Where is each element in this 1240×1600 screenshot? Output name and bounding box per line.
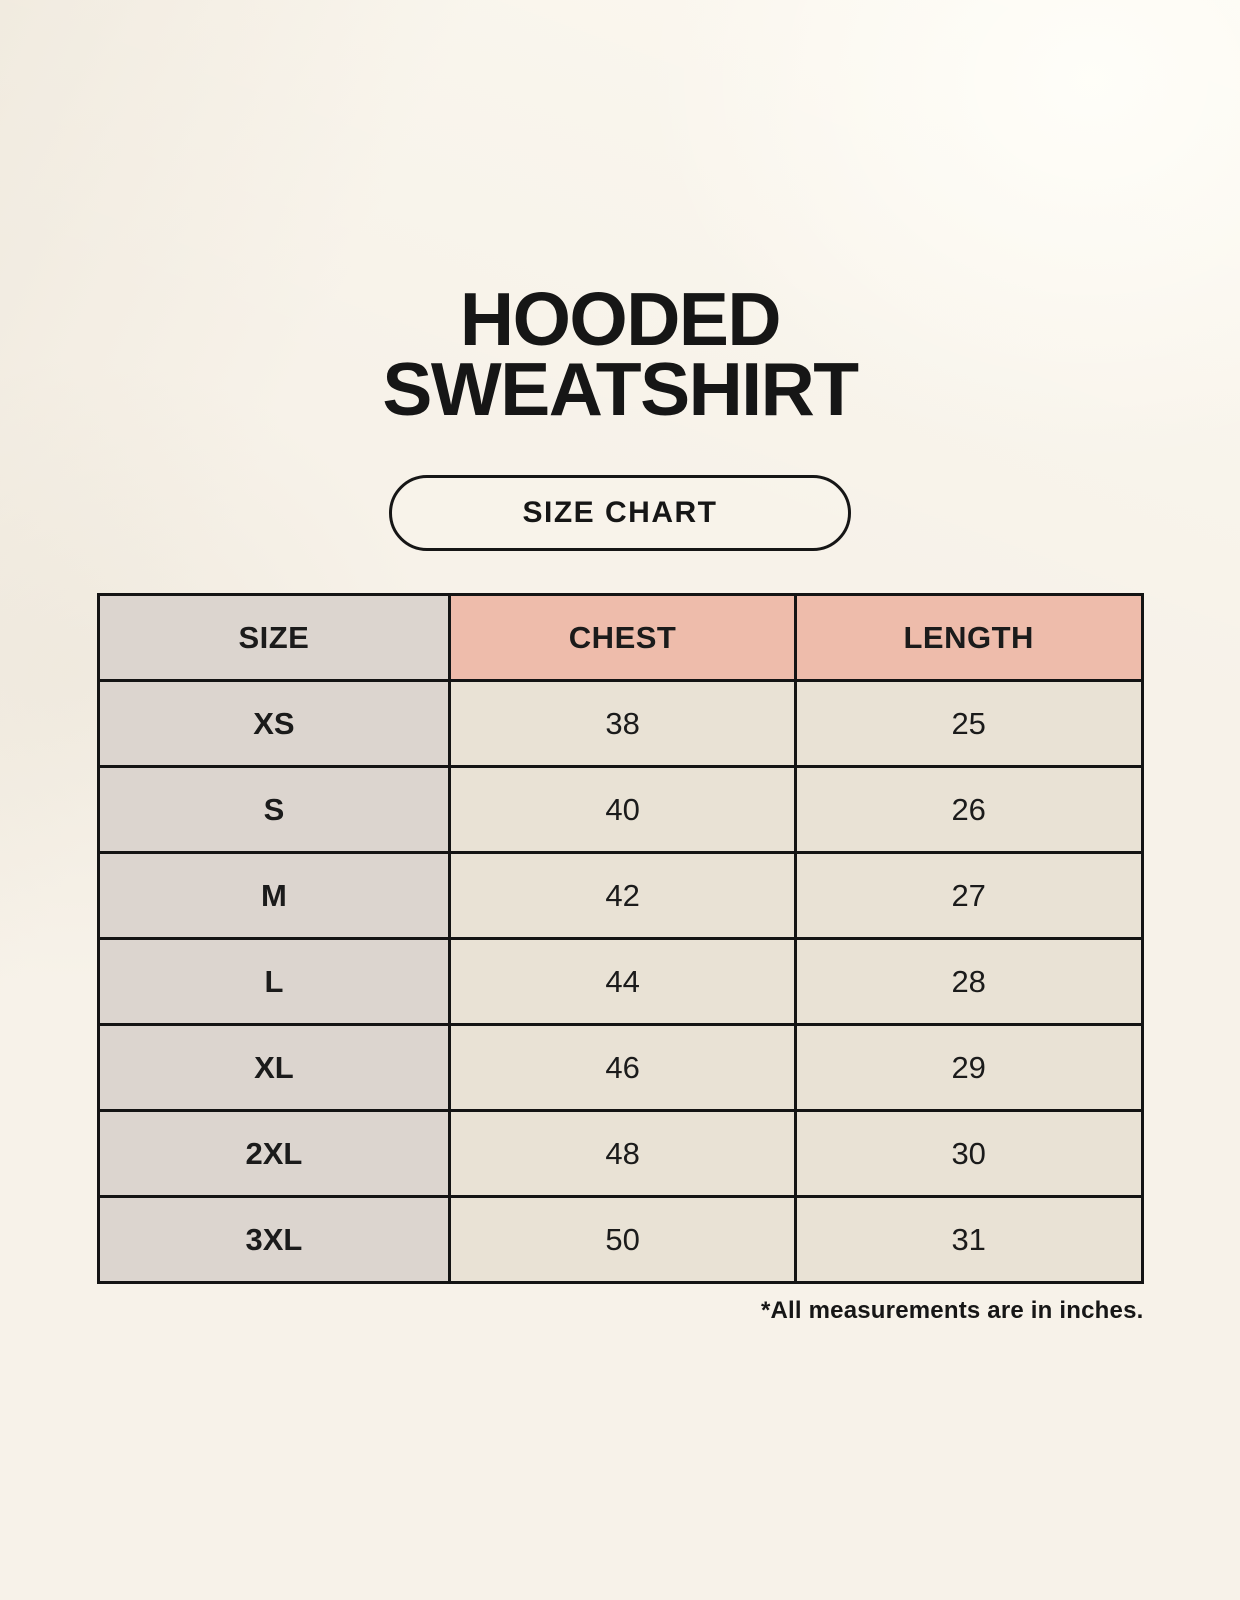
size-cell: XL [96, 1023, 452, 1112]
length-cell: 26 [793, 765, 1144, 854]
chest-cell: 42 [448, 851, 797, 940]
length-cell: 30 [793, 1109, 1144, 1198]
chest-cell: 40 [448, 765, 797, 854]
measurements-footnote: *All measurements are in inches. [760, 1297, 1144, 1324]
size-cell: XS [96, 679, 452, 768]
table-row: 2XL 48 30 [96, 1109, 1144, 1198]
page-title: HOODED SWEATSHIRT [97, 277, 1144, 431]
column-header-chest: CHEST [448, 593, 797, 682]
chest-cell: 44 [448, 937, 797, 1026]
column-header-length: LENGTH [793, 593, 1144, 682]
chest-cell: 38 [448, 679, 797, 768]
size-cell: M [96, 851, 452, 940]
table-row: S 40 26 [96, 765, 1144, 854]
length-cell: 25 [793, 679, 1144, 768]
size-chart-badge-label: SIZE CHART [522, 496, 718, 529]
table-header-row: SIZE CHEST LENGTH [96, 593, 1144, 682]
size-cell: 3XL [96, 1195, 452, 1284]
size-chart-page: HOODED SWEATSHIRT SIZE CHART SIZE CHEST … [96, 0, 1144, 1325]
table-row: 3XL 50 31 [96, 1195, 1144, 1284]
column-header-size: SIZE [96, 593, 452, 682]
length-cell: 29 [793, 1023, 1144, 1112]
length-cell: 27 [793, 851, 1144, 940]
chest-cell: 46 [448, 1023, 797, 1112]
length-cell: 31 [793, 1195, 1144, 1284]
table-row: M 42 27 [96, 851, 1144, 940]
table-row: L 44 28 [96, 937, 1144, 1026]
chest-cell: 48 [448, 1109, 797, 1198]
table-row: XS 38 25 [96, 679, 1144, 768]
length-cell: 28 [793, 937, 1144, 1026]
size-table: SIZE CHEST LENGTH XS 38 25 S 40 26 M 42 … [96, 593, 1144, 1284]
page-title-line-1: HOODED [459, 277, 782, 361]
size-cell: S [96, 765, 452, 854]
size-cell: 2XL [96, 1109, 452, 1198]
size-cell: L [96, 937, 452, 1026]
size-chart-badge: SIZE CHART [389, 475, 851, 551]
chest-cell: 50 [448, 1195, 797, 1284]
page-title-line-2: SWEATSHIRT [382, 347, 859, 431]
table-row: XL 46 29 [96, 1023, 1144, 1112]
